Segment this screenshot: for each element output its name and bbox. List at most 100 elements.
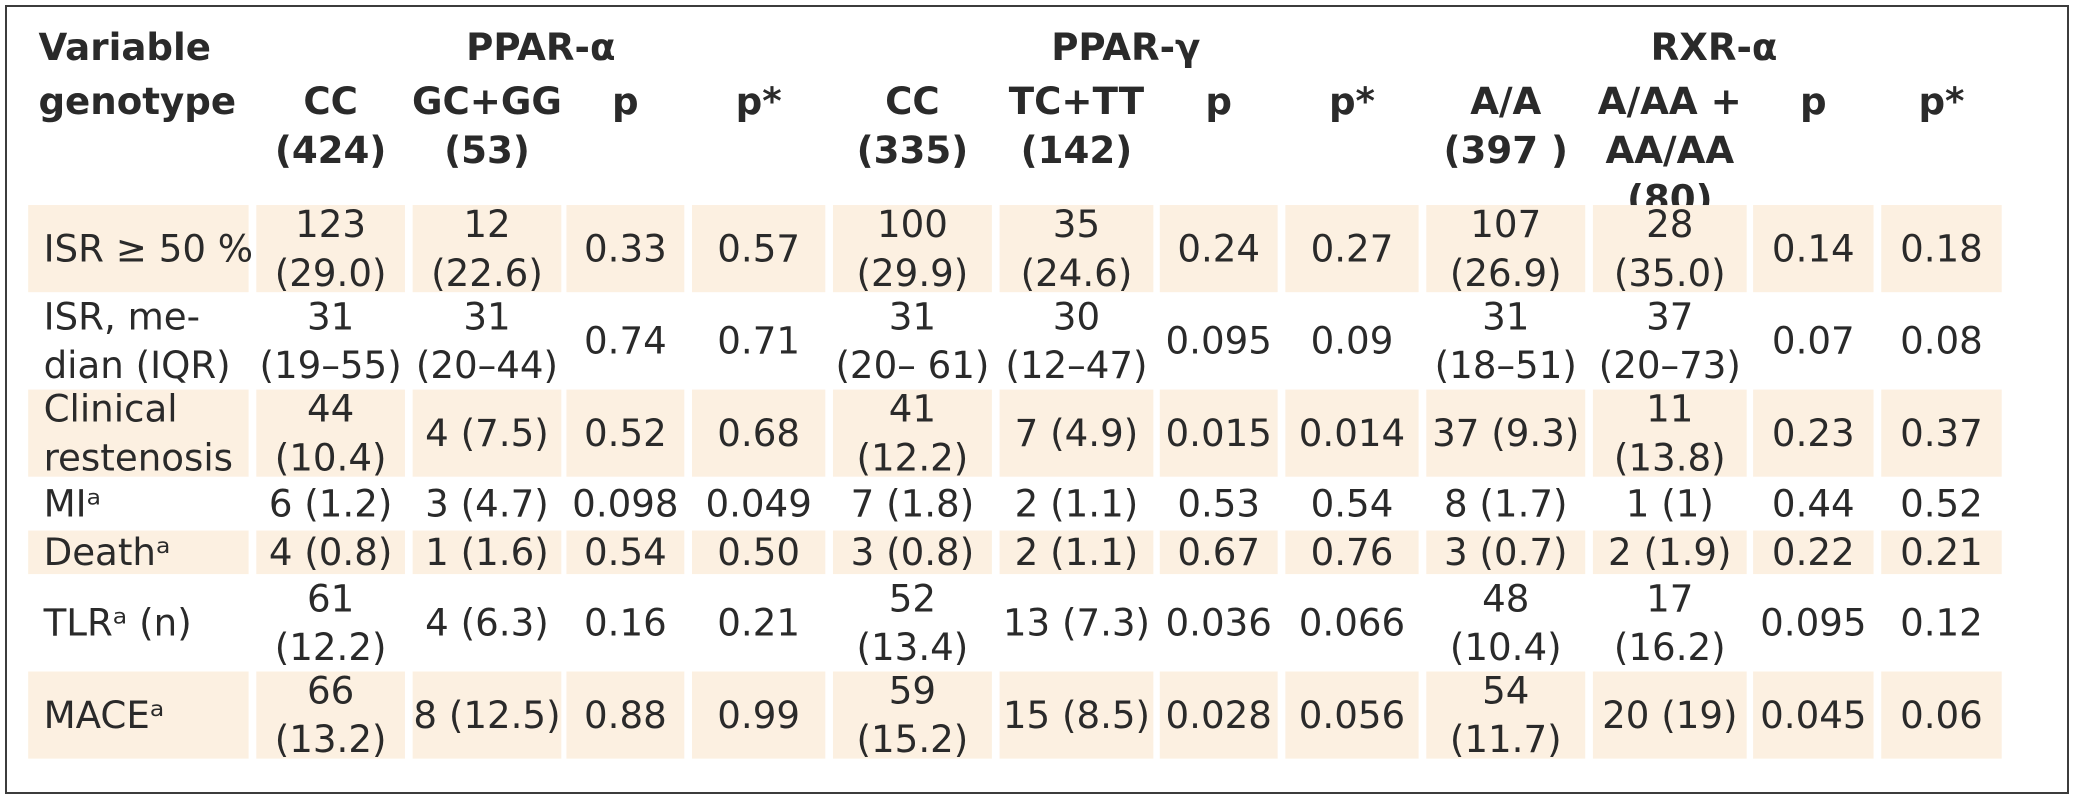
table-cell: 31 (18–51) <box>1426 295 1585 387</box>
table-cell: 6 (1.2) <box>256 482 405 526</box>
cell-value: 3 (4.7) <box>425 481 549 526</box>
cell-value: (10.4) <box>274 435 387 480</box>
table-cell: 0.045 <box>1753 671 1874 759</box>
group-heading: PPAR-γ <box>1051 25 1201 70</box>
row-label-line: Clinical <box>43 387 178 431</box>
cell-value: 2 (1.9) <box>1608 530 1732 575</box>
cell-value: (11.7) <box>1449 717 1562 762</box>
row-label: MIᵃ <box>28 482 248 526</box>
cell-value: (13.8) <box>1613 435 1726 480</box>
column-heading: A/A (397 ) <box>1426 77 1585 174</box>
row-label-line: TLRᵃ (n) <box>43 601 192 645</box>
table-cell: 0.57 <box>692 205 826 293</box>
cell-value: 2 (1.1) <box>1014 530 1139 575</box>
column-heading-line: (142) <box>1020 128 1133 172</box>
cell-value: 0.16 <box>583 601 667 645</box>
cell-value: 4 (7.5) <box>425 411 549 455</box>
column-heading-line: (397 ) <box>1443 128 1568 172</box>
cell-value: 0.08 <box>1900 319 1983 363</box>
table-cell: 0.066 <box>1285 579 1418 666</box>
row-label-line: restenosis <box>43 435 234 480</box>
cell-value: (13.4) <box>856 625 969 669</box>
column-heading: p* <box>692 77 825 126</box>
row-label: Clinical restenosis <box>28 387 249 479</box>
cell-value: 6 (1.2) <box>268 481 393 526</box>
table-cell: 12 (22.6) <box>412 202 562 295</box>
cell-value: 0.76 <box>1310 530 1394 575</box>
table-cell: 61 (12.2) <box>256 577 405 669</box>
cell-value: 41 <box>888 387 937 431</box>
table-cell: 0.52 <box>1881 482 2001 526</box>
column-heading: p <box>1160 77 1278 126</box>
column-heading: p* <box>1285 77 1418 126</box>
table-cell: 0.68 <box>692 389 826 477</box>
cell-value: 0.06 <box>1900 693 1983 737</box>
column-heading-line: A/AA + <box>1597 79 1742 124</box>
table-cell: 4 (6.3) <box>413 579 562 666</box>
table-cell: 0.67 <box>1159 530 1278 575</box>
table-cell: 0.14 <box>1753 205 1874 293</box>
table-cell: 2 (1.1) <box>999 530 1154 575</box>
column-heading: p* <box>1881 77 2001 126</box>
table-cell: 0.53 <box>1160 482 1278 526</box>
cell-value: 0.37 <box>1900 411 1983 455</box>
table-cell: 8 (1.7) <box>1426 482 1585 526</box>
table-cell: 0.54 <box>566 530 685 575</box>
cell-value: (20–44) <box>415 343 559 388</box>
cell-value: (15.2) <box>856 717 969 762</box>
cell-value: 0.014 <box>1298 411 1406 455</box>
table-cell: 48 (10.4) <box>1426 577 1585 669</box>
table-cell: 1 (1) <box>1593 482 1747 526</box>
table-cell: 0.036 <box>1160 579 1278 666</box>
row-label-line: ISR ≥ 50 % <box>43 226 254 271</box>
table-cell: 0.12 <box>1881 579 2001 666</box>
cell-value: 0.036 <box>1165 601 1272 645</box>
cell-value: 3 (0.8) <box>850 530 975 575</box>
table-cell: 7 (1.8) <box>833 482 992 526</box>
cell-value: 0.57 <box>717 226 801 271</box>
variable-heading: Variable <box>38 25 211 70</box>
table-cell: 44 (10.4) <box>256 387 405 479</box>
table-cell: 0.21 <box>1881 530 2002 575</box>
row-label: ISR ≥ 50 % <box>28 205 254 293</box>
cell-value: 0.21 <box>717 601 801 645</box>
cell-value: 13 (7.3) <box>1002 601 1151 645</box>
table-cell: 0.09 <box>1285 297 1418 384</box>
cell-value: (26.9) <box>1449 251 1562 295</box>
table-cell: 0.37 <box>1881 389 2002 477</box>
table-cell: 3 (0.8) <box>832 530 992 575</box>
table-cell: 31 (19–55) <box>256 295 405 387</box>
cell-value: 8 (1.7) <box>1443 481 1568 526</box>
table-cell: 0.21 <box>692 579 825 666</box>
cell-value: 4 (6.3) <box>425 601 549 645</box>
table-cell: 0.50 <box>692 530 826 575</box>
cell-value: 0.71 <box>717 319 801 363</box>
table-cell: 20 (19) <box>1592 671 1747 759</box>
table-cell: 0.76 <box>1285 530 1419 575</box>
table-cell: 30 (12–47) <box>1000 295 1154 387</box>
cell-value: 0.53 <box>1177 481 1261 526</box>
column-heading: TC+TT (142) <box>1000 77 1154 174</box>
column-heading-line: AA/AA <box>1605 128 1735 172</box>
column-heading-line: GC+GG <box>412 79 562 124</box>
table-cell: 54 (11.7) <box>1426 669 1586 761</box>
table-cell: 0.098 <box>566 482 684 526</box>
table-cell: 0.44 <box>1753 482 1873 526</box>
cell-value: 0.88 <box>583 693 667 737</box>
table-cell: 0.095 <box>1753 579 1873 666</box>
table-cell: 1 (1.6) <box>412 530 562 575</box>
cell-value: 0.049 <box>705 481 812 526</box>
table-cell: 0.18 <box>1881 205 2002 293</box>
cell-value: (24.6) <box>1020 251 1133 295</box>
cell-value: 0.67 <box>1177 530 1261 575</box>
table-cell: 0.22 <box>1753 530 1874 575</box>
row-label: Deathᵃ <box>28 530 249 575</box>
cell-value: 0.14 <box>1771 226 1855 271</box>
cell-value: (35.0) <box>1613 251 1726 295</box>
cell-value: 100 <box>876 202 948 247</box>
cell-value: 35 <box>1052 202 1101 247</box>
cell-value: 61 <box>306 576 355 621</box>
column-heading: CC (335) <box>833 77 992 174</box>
column-heading-line: p* <box>1918 79 1965 124</box>
cell-value: (18–51) <box>1434 343 1577 388</box>
